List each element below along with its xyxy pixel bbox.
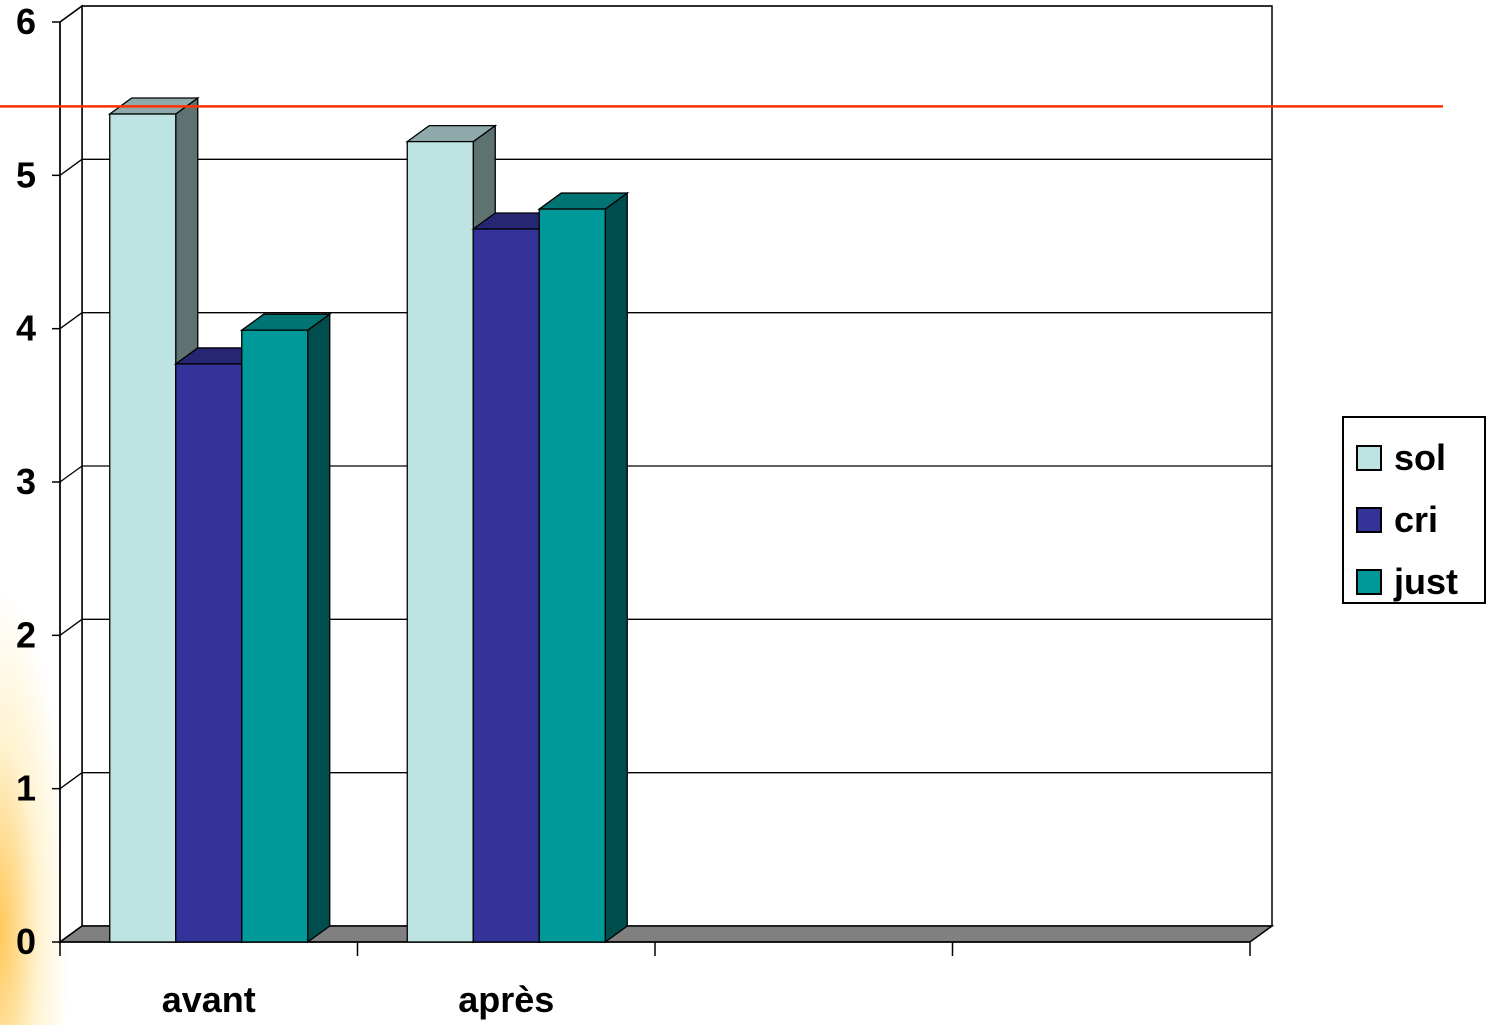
y-tick-label-6: 6 <box>16 1 36 42</box>
legend-label-sol: sol <box>1394 437 1447 478</box>
y-tick-label-3: 3 <box>16 461 36 502</box>
bar-just-avant <box>239 312 332 944</box>
bar-front-cri-après <box>472 228 540 943</box>
gridline-side-6 <box>59 5 83 23</box>
x-tick-label-après: après <box>458 979 554 1020</box>
x-tick-label-avant: avant <box>162 979 256 1020</box>
y-tick-label-2: 2 <box>16 614 36 655</box>
legend-swatch-just <box>1356 569 1382 595</box>
gridline-side-1 <box>59 772 83 790</box>
legend-item-sol: sol <box>1356 438 1446 478</box>
legend-label-cri: cri <box>1394 499 1439 540</box>
gridline-side-5 <box>59 158 83 176</box>
legend: sol cri just <box>1342 416 1486 604</box>
bar-just-après <box>537 191 630 944</box>
gridline-side-2 <box>59 618 83 636</box>
legend-label-just: just <box>1394 561 1459 602</box>
legend-item-just: just <box>1356 562 1458 602</box>
y-tick-label-5: 5 <box>16 154 36 195</box>
bar-front-sol-après <box>406 140 474 943</box>
y-tick-label-0: 0 <box>16 921 36 962</box>
legend-swatch-sol <box>1356 445 1382 471</box>
legend-item-cri: cri <box>1356 500 1438 540</box>
tick-labels: 0 1 2 3 4 5 6 avant après <box>16 1 554 1020</box>
gridline-side-4 <box>59 312 83 330</box>
gridline-side-3 <box>59 465 83 483</box>
legend-swatch-cri <box>1356 507 1382 533</box>
bars <box>107 96 630 944</box>
y-tick-label-4: 4 <box>16 308 36 349</box>
bar-side-just-après <box>604 191 628 944</box>
bar-front-sol-avant <box>109 113 177 943</box>
bar-front-cri-avant <box>175 363 243 943</box>
bar-front-just-avant <box>241 329 309 943</box>
bar-side-just-avant <box>307 312 331 944</box>
bar-front-just-après <box>538 208 606 943</box>
y-tick-label-1: 1 <box>16 768 36 809</box>
